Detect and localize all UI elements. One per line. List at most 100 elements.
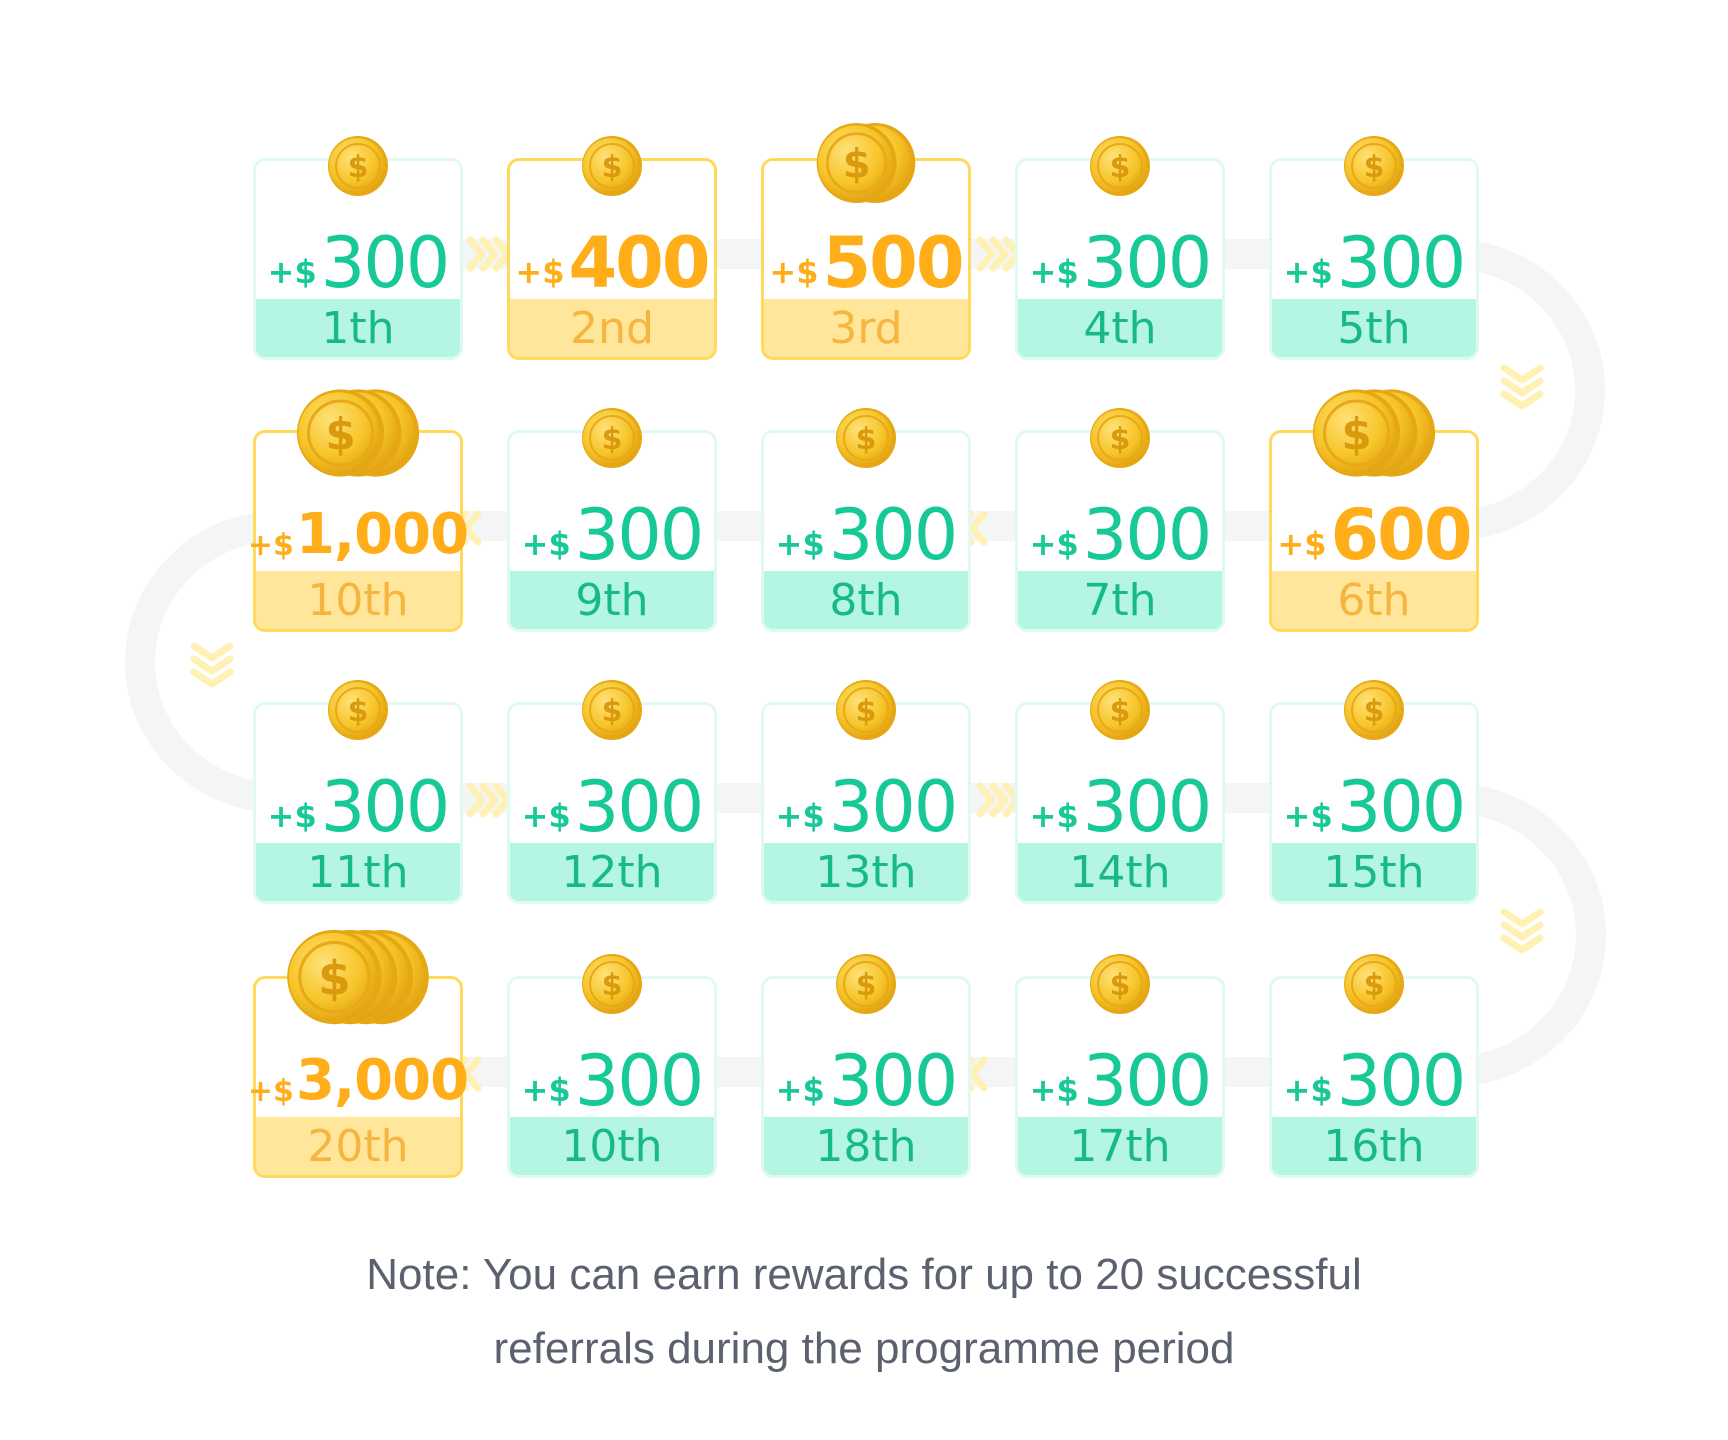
svg-text:$: $ <box>1110 968 1131 1003</box>
currency-prefix: +$ <box>247 1074 294 1109</box>
currency-prefix: +$ <box>1283 253 1333 291</box>
reward-amount: +$ 300 <box>764 1031 968 1121</box>
svg-text:$: $ <box>1110 150 1131 185</box>
referral-rank: 16th <box>1272 1117 1476 1175</box>
currency-prefix: +$ <box>267 797 317 835</box>
reward-card-13th: $ +$ 300 13th <box>761 680 971 904</box>
currency-prefix: +$ <box>775 797 825 835</box>
currency-prefix: +$ <box>521 1071 571 1109</box>
svg-text:$: $ <box>602 694 623 729</box>
note-text: Note: You can earn rewards for up to 20 … <box>0 1238 1728 1386</box>
amount-value: 500 <box>822 222 964 304</box>
reward-amount: +$ 300 <box>1272 1031 1476 1121</box>
currency-prefix: +$ <box>1029 1071 1079 1109</box>
referral-rank: 13th <box>764 843 968 901</box>
reward-amount: +$ 300 <box>1018 213 1222 303</box>
reward-card-6th: $ +$ 600 6th <box>1269 389 1479 632</box>
referral-rank: 15th <box>1272 843 1476 901</box>
coin-icon: $ <box>833 677 899 743</box>
amount-value: 300 <box>1082 222 1213 304</box>
referral-rank: 10th <box>256 571 460 629</box>
coin-icon: $ <box>579 951 645 1017</box>
coin-icon: $ <box>1087 133 1153 199</box>
coin-icon: $ <box>283 925 434 1029</box>
reward-card-3rd: $ +$ 500 3rd <box>761 123 971 360</box>
currency-prefix: +$ <box>521 525 571 563</box>
chevron-icon <box>1500 908 1544 954</box>
amount-value: 300 <box>574 766 705 848</box>
coin-icon: $ <box>325 677 391 743</box>
reward-amount: +$ 300 <box>1018 757 1222 847</box>
svg-text:$: $ <box>856 968 877 1003</box>
amount-value: 300 <box>828 766 959 848</box>
reward-card-16th: $ +$ 300 16th <box>1269 954 1479 1178</box>
reward-amount: +$ 500 <box>764 213 968 303</box>
currency-prefix: +$ <box>769 253 819 291</box>
reward-amount: +$ 300 <box>510 485 714 575</box>
reward-card-20th: $ +$ 3,000 20th <box>248 929 469 1178</box>
reward-amount: +$ 300 <box>256 213 460 303</box>
reward-card-9th: $ +$ 300 9th <box>507 408 717 632</box>
reward-card-1th: $ +$ 300 1th <box>253 136 463 360</box>
currency-prefix: +$ <box>521 797 571 835</box>
currency-prefix: +$ <box>1029 797 1079 835</box>
svg-text:$: $ <box>602 968 623 1003</box>
reward-card-10th: $ +$ 300 10th <box>507 954 717 1178</box>
chevron-icon <box>1500 364 1544 410</box>
currency-prefix: +$ <box>1283 797 1333 835</box>
reward-amount: +$ 300 <box>1018 485 1222 575</box>
referral-rank: 14th <box>1018 843 1222 901</box>
amount-value: 300 <box>1336 1040 1467 1122</box>
reward-card-18th: $ +$ 300 18th <box>761 954 971 1178</box>
referral-rank: 17th <box>1018 1117 1222 1175</box>
referral-rank: 18th <box>764 1117 968 1175</box>
amount-value: 300 <box>1336 766 1467 848</box>
currency-prefix: +$ <box>1029 525 1079 563</box>
coin-icon: $ <box>579 133 645 199</box>
reward-card-15th: $ +$ 300 15th <box>1269 680 1479 904</box>
svg-text:$: $ <box>348 694 369 729</box>
svg-text:$: $ <box>318 951 351 1006</box>
coin-icon: $ <box>833 405 899 471</box>
svg-text:$: $ <box>1110 694 1131 729</box>
referral-rank: 20th <box>256 1117 460 1175</box>
referral-rank: 7th <box>1018 571 1222 629</box>
referral-rank: 8th <box>764 571 968 629</box>
svg-text:$: $ <box>348 150 369 185</box>
reward-amount: +$ 600 <box>1272 485 1476 575</box>
amount-value: 300 <box>574 1040 705 1122</box>
reward-card-11th: $ +$ 300 11th <box>253 680 463 904</box>
reward-amount: +$ 300 <box>1272 757 1476 847</box>
amount-value: 300 <box>1336 222 1467 304</box>
svg-text:$: $ <box>1364 968 1385 1003</box>
coin-icon: $ <box>1341 677 1407 743</box>
currency-prefix: +$ <box>1277 525 1327 563</box>
reward-amount: +$ 1,000 <box>248 485 469 575</box>
currency-prefix: +$ <box>1029 253 1079 291</box>
referral-rank: 11th <box>256 843 460 901</box>
coin-icon: $ <box>1087 951 1153 1017</box>
amount-value: 600 <box>1330 494 1472 576</box>
reward-amount: +$ 300 <box>764 757 968 847</box>
amount-value: 300 <box>1082 494 1213 576</box>
referral-rank: 12th <box>510 843 714 901</box>
referral-rank: 9th <box>510 571 714 629</box>
amount-value: 400 <box>568 222 710 304</box>
coin-icon: $ <box>1087 677 1153 743</box>
amount-value: 300 <box>320 222 451 304</box>
coin-icon: $ <box>1087 405 1153 471</box>
note-line-1: Note: You can earn rewards for up to 20 … <box>366 1250 1362 1299</box>
reward-amount: +$ 300 <box>764 485 968 575</box>
amount-value: 1,000 <box>295 502 469 567</box>
currency-prefix: +$ <box>775 1071 825 1109</box>
coin-icon: $ <box>833 951 899 1017</box>
reward-card-2nd: $ +$ 400 2nd <box>507 136 717 360</box>
currency-prefix: +$ <box>1283 1071 1333 1109</box>
svg-text:$: $ <box>325 410 355 460</box>
coin-icon: $ <box>579 677 645 743</box>
reward-card-5th: $ +$ 300 5th <box>1269 136 1479 360</box>
coin-icon: $ <box>1341 133 1407 199</box>
currency-prefix: +$ <box>515 253 565 291</box>
svg-text:$: $ <box>843 142 871 188</box>
reward-card-7th: $ +$ 300 7th <box>1015 408 1225 632</box>
